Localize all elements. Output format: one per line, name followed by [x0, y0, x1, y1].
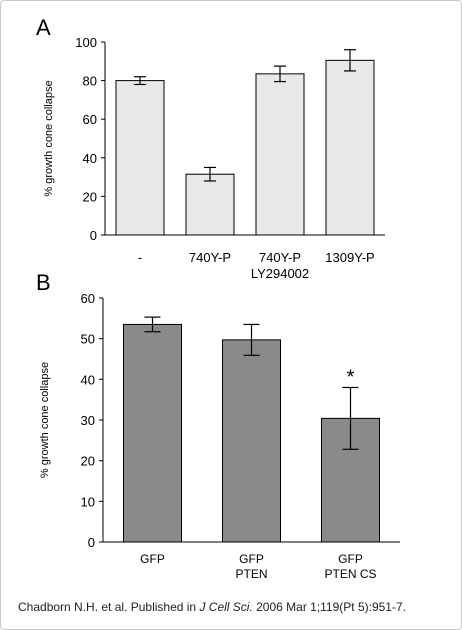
chart-b-y-tick-label: 30	[81, 413, 95, 428]
citation-credit: Chadborn N.H. et al. Published in J Cell…	[18, 600, 406, 614]
chart-a-category-label: LY294002	[251, 266, 309, 281]
chart-b-significance-annotation: *	[347, 366, 355, 388]
chart-a-y-axis-title: % growth cone collapse	[43, 80, 55, 196]
chart-b-y-tick-label: 40	[81, 372, 95, 387]
chart-a-y-tick-label: 60	[83, 112, 97, 127]
chart-b-y-axis-title: % growth cone collapse	[39, 362, 51, 478]
chart-b-y-tick-label: 10	[81, 494, 95, 509]
chart-a-category-label: -	[138, 250, 142, 265]
chart-a-y-tick-label: 80	[83, 74, 97, 89]
chart-b-y-tick-label: 60	[81, 291, 95, 306]
chart-b-y-tick-label: 50	[81, 332, 95, 347]
credit-journal: J Cell Sci.	[199, 600, 253, 614]
credit-prefix: Chadborn N.H. et al. Published in	[18, 600, 200, 614]
chart-b-category-label: GFP	[239, 552, 264, 566]
chart-b-category-label: GFP	[338, 552, 363, 566]
chart-b-y-tick-label: 0	[88, 535, 95, 550]
chart-b-bar	[123, 323, 182, 543]
chart-a-panel-label: A	[36, 15, 51, 40]
chart-b-y-tick-label: 20	[81, 454, 95, 469]
chart-a-bar	[185, 173, 235, 236]
credit-suffix: 2006 Mar 1;119(Pt 5):951-7.	[252, 600, 406, 614]
chart-b-bar	[222, 339, 281, 543]
chart-a-bar	[115, 80, 165, 236]
chart-a-bar	[255, 73, 305, 236]
chart-b-panel-label: B	[36, 270, 51, 295]
chart-a-category-label: 740Y-P	[189, 250, 231, 265]
chart-a-bar	[325, 59, 375, 236]
chart-a-y-tick-label: 100	[75, 35, 97, 50]
chart-a-category-label: 1309Y-P	[325, 250, 374, 265]
chart-a-category-label: 740Y-P	[259, 250, 301, 265]
chart-b-category-label: PTEN	[235, 567, 267, 581]
chart-a-y-tick-label: 20	[83, 189, 97, 204]
chart-a-y-tick-label: 40	[83, 151, 97, 166]
chart-a-y-tick-label: 0	[90, 228, 97, 243]
chart-b-category-label: PTEN CS	[324, 567, 376, 581]
chart-b-category-label: GFP	[140, 552, 165, 566]
